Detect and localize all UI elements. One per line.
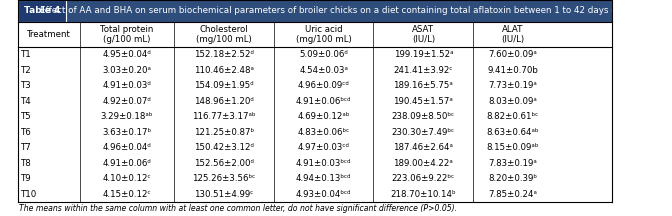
Text: Table 4: Table 4	[24, 6, 60, 15]
Text: 148.96±1.20ᵈ: 148.96±1.20ᵈ	[194, 97, 253, 106]
Text: 4.93±0.04ᵇᶜᵈ: 4.93±0.04ᵇᶜᵈ	[296, 190, 351, 199]
Text: 4.10±0.12ᶜ: 4.10±0.12ᶜ	[103, 174, 151, 183]
Bar	[17, 140, 612, 156]
Bar	[17, 0, 67, 22]
Text: 187.46±2.64ᵃ: 187.46±2.64ᵃ	[393, 143, 454, 152]
Bar	[17, 94, 612, 109]
Text: 4.83±0.06ᵇᶜ: 4.83±0.06ᵇᶜ	[298, 128, 349, 137]
Text: 4.91±0.06ᵈ: 4.91±0.06ᵈ	[103, 159, 151, 168]
Text: 8.03±0.09ᵃ: 8.03±0.09ᵃ	[489, 97, 537, 106]
Text: 8.15±0.09ᵃᵇ: 8.15±0.09ᵃᵇ	[487, 143, 539, 152]
Text: 4.91±0.03ᵈ: 4.91±0.03ᵈ	[103, 81, 151, 90]
Text: 154.09±1.95ᵈ: 154.09±1.95ᵈ	[194, 81, 253, 90]
Text: 4.91±0.06ᵇᶜᵈ: 4.91±0.06ᵇᶜᵈ	[296, 97, 351, 106]
Bar	[17, 156, 612, 171]
Text: 4.96±0.09ᶜᵈ: 4.96±0.09ᶜᵈ	[298, 81, 349, 90]
Text: Effect of AA and BHA on serum biochemical parameters of broiler chicks on a diet: Effect of AA and BHA on serum biochemica…	[40, 6, 638, 15]
Text: Uric acid
(mg/100 mL): Uric acid (mg/100 mL)	[296, 25, 351, 44]
Text: 8.20±0.39ᵇ: 8.20±0.39ᵇ	[489, 174, 537, 183]
Text: 4.97±0.03ᶜᵈ: 4.97±0.03ᶜᵈ	[298, 143, 349, 152]
Text: 189.16±5.75ᵃ: 189.16±5.75ᵃ	[394, 81, 453, 90]
Text: T7: T7	[22, 143, 32, 152]
Text: 8.82±0.61ᵇᶜ: 8.82±0.61ᵇᶜ	[487, 112, 539, 121]
Text: T5: T5	[22, 112, 32, 121]
Text: 3.63±0.17ᵇ: 3.63±0.17ᵇ	[102, 128, 151, 137]
Text: 189.00±4.22ᵃ: 189.00±4.22ᵃ	[394, 159, 453, 168]
Bar	[17, 186, 612, 202]
Bar	[17, 63, 612, 78]
Text: 241.41±3.92ᶜ: 241.41±3.92ᶜ	[394, 66, 453, 75]
Text: 4.69±0.12ᵃᵇ: 4.69±0.12ᵃᵇ	[298, 112, 349, 121]
Text: 5.09±0.06ᵈ: 5.09±0.06ᵈ	[299, 50, 348, 59]
Text: 4.54±0.03ᵃ: 4.54±0.03ᵃ	[299, 66, 348, 75]
Text: 152.56±2.00ᵈ: 152.56±2.00ᵈ	[194, 159, 254, 168]
Text: 9.41±0.70b: 9.41±0.70b	[487, 66, 538, 75]
Text: T10: T10	[22, 190, 38, 199]
Text: 152.18±2.52ᵈ: 152.18±2.52ᵈ	[194, 50, 254, 59]
Text: 110.46±2.48ᵃ: 110.46±2.48ᵃ	[194, 66, 254, 75]
Bar	[17, 171, 612, 186]
Text: 238.09±8.50ᵇᶜ: 238.09±8.50ᵇᶜ	[392, 112, 455, 121]
Text: 199.19±1.52ᵃ: 199.19±1.52ᵃ	[394, 50, 453, 59]
Text: ASAT
(IU/L): ASAT (IU/L)	[412, 25, 435, 44]
Text: T1: T1	[22, 50, 32, 59]
Text: 4.94±0.13ᵇᶜᵈ: 4.94±0.13ᵇᶜᵈ	[296, 174, 351, 183]
Bar	[17, 47, 612, 63]
Text: T6: T6	[22, 128, 32, 137]
Text: Total protein
(g/100 mL): Total protein (g/100 mL)	[100, 25, 154, 44]
Text: 4.91±0.03ᵇᶜᵈ: 4.91±0.03ᵇᶜᵈ	[296, 159, 351, 168]
Text: 116.77±3.17ᵃᵇ: 116.77±3.17ᵃᵇ	[192, 112, 255, 121]
Text: 4.15±0.12ᶜ: 4.15±0.12ᶜ	[103, 190, 151, 199]
Text: 4.96±0.04ᵈ: 4.96±0.04ᵈ	[103, 143, 151, 152]
Text: 121.25±0.87ᵇ: 121.25±0.87ᵇ	[194, 128, 254, 137]
Text: Treatment: Treatment	[27, 30, 71, 39]
Text: T8: T8	[22, 159, 32, 168]
Text: 8.63±0.64ᵃᵇ: 8.63±0.64ᵃᵇ	[487, 128, 539, 137]
Text: 190.45±1.57ᵃ: 190.45±1.57ᵃ	[394, 97, 453, 106]
Text: 230.30±7.49ᵇᶜ: 230.30±7.49ᵇᶜ	[392, 128, 455, 137]
Text: 3.29±0.18ᵃᵇ: 3.29±0.18ᵃᵇ	[101, 112, 153, 121]
Text: 130.51±4.99ᶜ: 130.51±4.99ᶜ	[194, 190, 253, 199]
Bar	[17, 22, 612, 47]
Text: The means within the same column with at least one common letter, do not have si: The means within the same column with at…	[19, 203, 458, 213]
Text: 4.95±0.04ᵈ: 4.95±0.04ᵈ	[103, 50, 151, 59]
Text: T3: T3	[22, 81, 32, 90]
Text: 150.42±3.12ᵈ: 150.42±3.12ᵈ	[194, 143, 254, 152]
Text: 3.03±0.20ᵃ: 3.03±0.20ᵃ	[103, 66, 151, 75]
Text: T9: T9	[22, 174, 32, 183]
Text: 7.73±0.19ᵃ: 7.73±0.19ᵃ	[489, 81, 537, 90]
Text: T2: T2	[22, 66, 32, 75]
Text: 125.26±3.56ᵇᶜ: 125.26±3.56ᵇᶜ	[192, 174, 255, 183]
Bar	[17, 0, 67, 22]
Text: T4: T4	[22, 97, 32, 106]
Text: 223.06±9.22ᵇᶜ: 223.06±9.22ᵇᶜ	[392, 174, 455, 183]
Text: 218.70±10.14ᵇ: 218.70±10.14ᵇ	[390, 190, 456, 199]
Text: 7.83±0.19ᵃ: 7.83±0.19ᵃ	[489, 159, 537, 168]
Bar	[17, 124, 612, 140]
Text: 4.92±0.07ᵈ: 4.92±0.07ᵈ	[103, 97, 151, 106]
Bar	[17, 78, 612, 94]
Text: Cholesterol
(mg/100 mL): Cholesterol (mg/100 mL)	[196, 25, 251, 44]
Bar	[17, 0, 612, 22]
Text: ALAT
(IU/L): ALAT (IU/L)	[501, 25, 524, 44]
Text: 7.60±0.09ᵃ: 7.60±0.09ᵃ	[489, 50, 537, 59]
Bar	[17, 109, 612, 124]
Text: 7.85±0.24ᵃ: 7.85±0.24ᵃ	[489, 190, 537, 199]
